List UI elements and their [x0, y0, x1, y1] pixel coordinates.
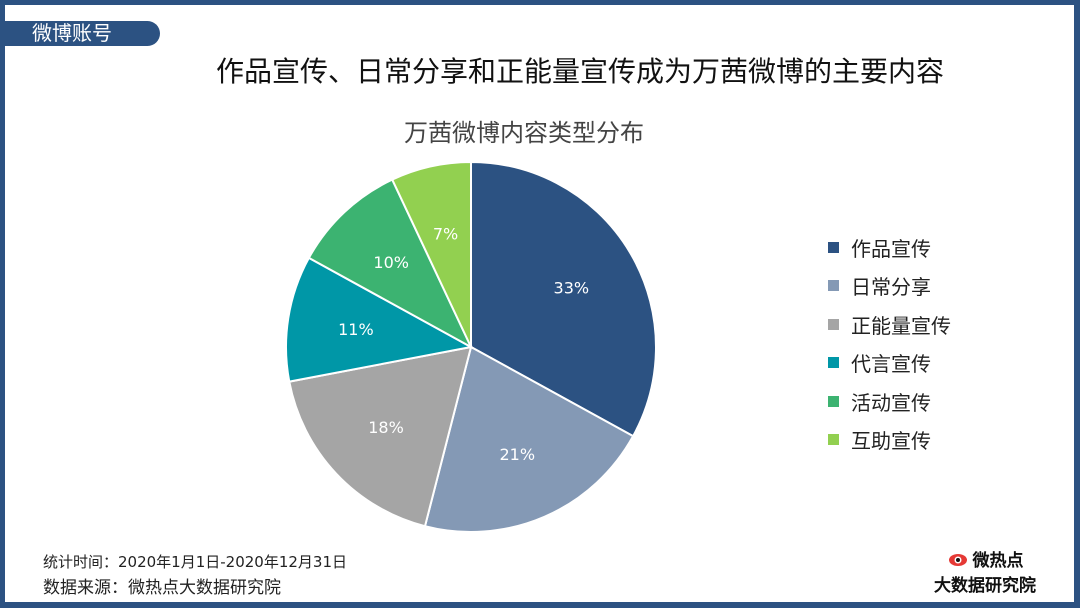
- data-label: 11%: [338, 320, 374, 339]
- pie-slice-3: [285, 256, 474, 383]
- logo-line1: 微热点: [972, 551, 1024, 571]
- legend-item: 日常分享: [828, 267, 951, 306]
- eye-logo-icon: [948, 553, 967, 566]
- pie-slice-1: [423, 345, 635, 533]
- legend-label: 活动宣传: [851, 390, 931, 415]
- legend-item: 活动宣传: [828, 382, 951, 421]
- legend-item: 代言宣传: [828, 344, 951, 383]
- pie-slice-4: [307, 178, 474, 350]
- pie-slice-0: [470, 160, 657, 438]
- footer-period: 统计时间：2020年1月1日-2020年12月31日: [43, 553, 348, 571]
- legend-item: 正能量宣传: [828, 305, 951, 344]
- data-label: 18%: [368, 418, 404, 437]
- logo: 微热点 大数据研究院: [920, 546, 1050, 596]
- legend-label: 正能量宣传: [851, 313, 951, 338]
- chart-legend: 作品宣传日常分享正能量宣传代言宣传活动宣传互助宣传: [828, 228, 951, 459]
- legend-label: 代言宣传: [851, 352, 931, 377]
- footer-source: 数据来源：微热点大数据研究院: [43, 578, 281, 598]
- legend-label: 作品宣传: [851, 236, 931, 261]
- pie-slice-5: [390, 160, 472, 348]
- legend-swatch: [828, 357, 839, 369]
- legend-item: 互助宣传: [828, 421, 951, 460]
- legend-swatch: [828, 280, 839, 292]
- legend-swatch: [828, 434, 839, 446]
- section-tag: 微博账号: [5, 21, 160, 46]
- slide-title: 作品宣传、日常分享和正能量宣传成为万茜微博的主要内容: [215, 55, 944, 88]
- legend-label: 互助宣传: [851, 429, 931, 454]
- legend-swatch: [828, 241, 839, 253]
- pie-slice-2: [288, 345, 473, 528]
- data-label: 10%: [373, 253, 409, 272]
- logo-line2: 大数据研究院: [934, 576, 1036, 596]
- data-label: 33%: [554, 279, 590, 298]
- legend-label: 日常分享: [851, 275, 931, 300]
- data-label: 7%: [433, 224, 458, 243]
- legend-swatch: [828, 395, 839, 407]
- legend-item: 作品宣传: [828, 228, 951, 267]
- data-label: 21%: [500, 445, 536, 464]
- legend-swatch: [828, 318, 839, 330]
- chart-title: 万茜微博内容类型分布: [404, 119, 644, 147]
